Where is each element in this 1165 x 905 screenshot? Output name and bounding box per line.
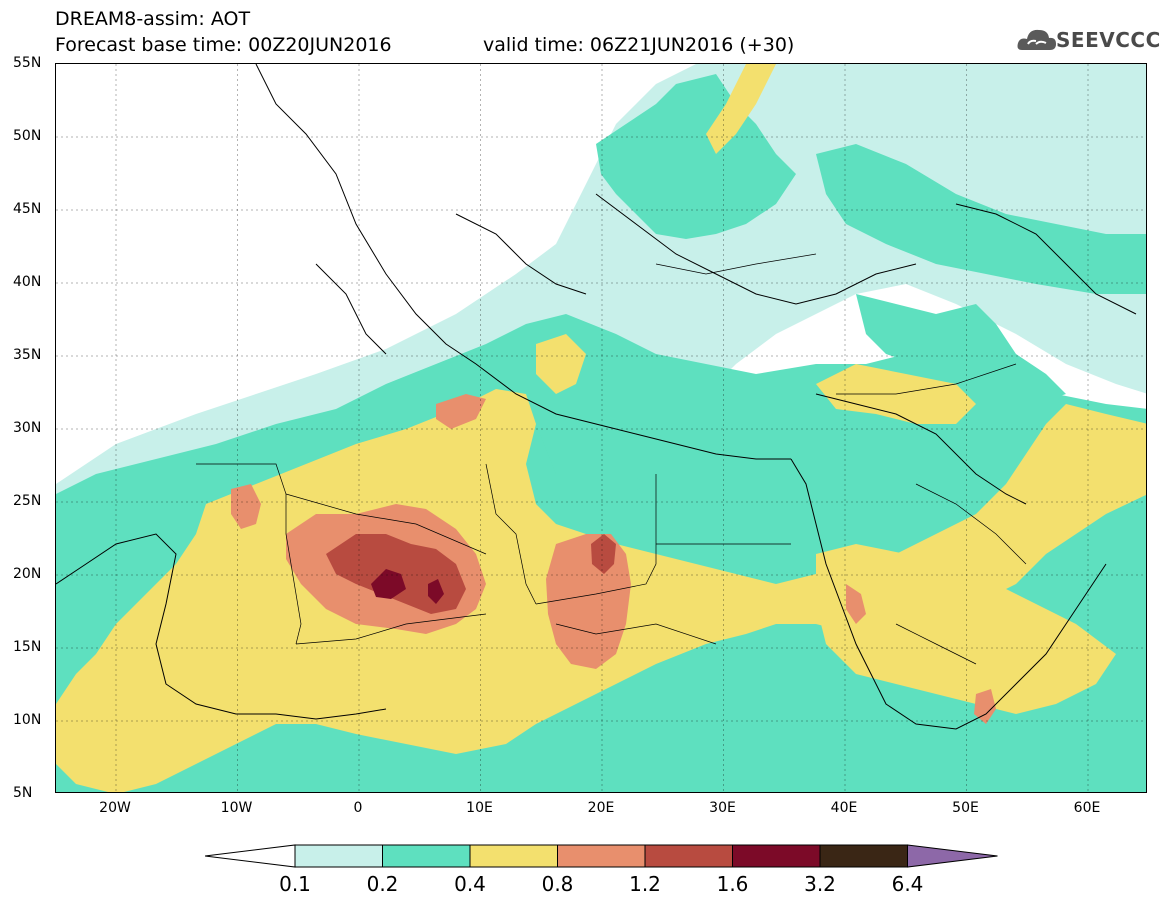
colorbar-label: 1.2: [629, 872, 661, 896]
forecast-base-time: Forecast base time: 00Z20JUN2016: [55, 34, 392, 56]
longitude-label: 30E: [709, 800, 736, 816]
colorbar-segment: [819, 844, 908, 868]
latitude-label: 55N: [13, 55, 42, 71]
latitude-label: 45N: [13, 201, 42, 217]
colorbar-segment: [294, 844, 383, 868]
longitude-label: 20W: [99, 800, 131, 816]
valid-time: valid time: 06Z21JUN2016 (+30): [483, 34, 795, 56]
colorbar-segment: [644, 844, 733, 868]
chart-title: DREAM8-assim: AOT: [55, 8, 251, 30]
colorbar-label: 0.4: [454, 872, 486, 896]
longitude-label: 50E: [952, 800, 979, 816]
latitude-label: 25N: [13, 493, 42, 509]
colorbar-label: 0.8: [541, 872, 574, 896]
colorbar-label: 0.1: [279, 872, 311, 896]
colorbar-label: 6.4: [891, 872, 924, 896]
latitude-label: 50N: [13, 128, 42, 144]
country-borders: [196, 253, 1027, 665]
colorbar-segment: [732, 844, 821, 868]
longitude-label: 0: [353, 800, 363, 816]
latitude-label: 20N: [13, 566, 42, 582]
latitude-label: 30N: [13, 420, 42, 436]
latitude-label: 15N: [13, 639, 42, 655]
colorbar-over-arrow: [907, 844, 998, 868]
latitude-label: 35N: [13, 347, 42, 363]
logo-text: SEEVCCC: [1056, 28, 1161, 52]
latitude-label: 40N: [13, 274, 42, 290]
latitude-label: 10N: [13, 712, 42, 728]
aot-map: [55, 63, 1147, 793]
longitude-label: 60E: [1073, 800, 1101, 816]
colorbar-label: 0.2: [366, 872, 399, 896]
graticule: [56, 64, 1146, 792]
colorbar-label: 3.2: [804, 872, 836, 896]
colorbar-under-arrow: [205, 844, 296, 868]
colorbar-segment: [382, 844, 471, 868]
latitude-label: 5N: [13, 785, 33, 801]
cloud-logo-icon: [1017, 29, 1056, 50]
aot-field-1.6: [371, 569, 444, 604]
colorbar-label: 1.6: [716, 872, 749, 896]
longitude-label: 40E: [830, 800, 858, 816]
longitude-label: 20E: [587, 800, 615, 816]
coastlines: [56, 64, 1137, 730]
colorbar-segment: [469, 844, 558, 868]
colorbar: [205, 844, 998, 868]
longitude-label: 10W: [220, 800, 253, 816]
colorbar-segment: [557, 844, 646, 868]
longitude-label: 10E: [466, 800, 493, 816]
aot-map-canvas: [56, 64, 1146, 792]
